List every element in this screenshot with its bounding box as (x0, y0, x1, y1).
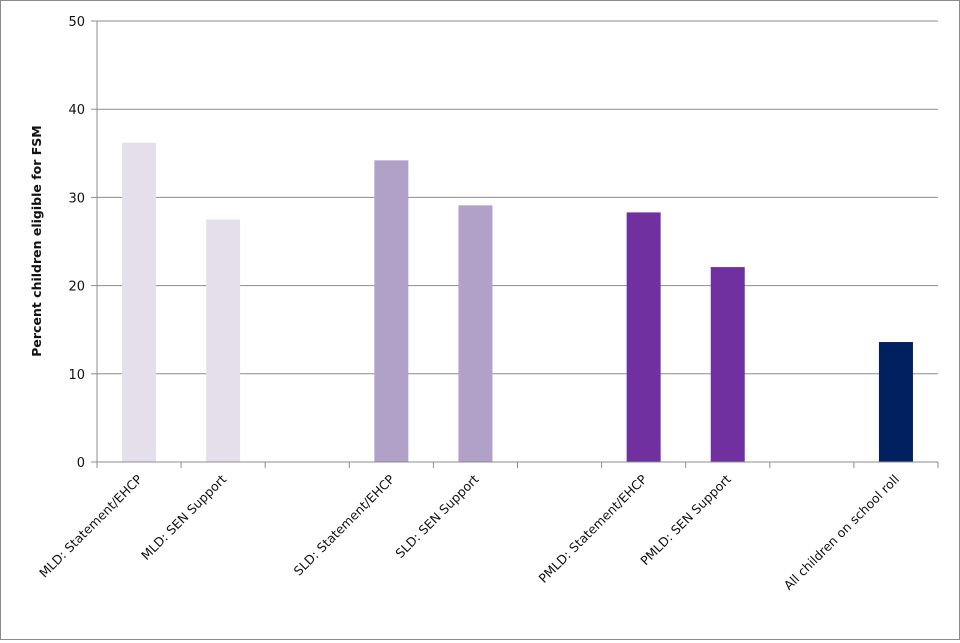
axes (96, 21, 939, 468)
y-tick-labels: 0 10 20 30 40 50 (68, 15, 85, 471)
category-label: MLD: Statement/EHCP (36, 471, 145, 580)
category-label: SLD: Statement/EHCP (291, 471, 398, 578)
y-tick-label: 0 (77, 456, 85, 471)
bar (626, 212, 661, 462)
bar (122, 142, 157, 462)
bar (878, 342, 913, 462)
bar (458, 205, 493, 462)
bars (122, 142, 913, 462)
y-axis-title: Percent children eligible for FSM (29, 125, 44, 357)
y-tick-label: 40 (68, 103, 85, 118)
y-tick-label: 30 (68, 191, 85, 206)
category-label: SLD: SEN Support (392, 471, 481, 560)
y-tick-label: 10 (68, 368, 85, 383)
category-label: PMLD: SEN Support (637, 471, 734, 568)
bar (710, 267, 745, 462)
category-label: MLD: SEN Support (138, 471, 229, 562)
y-tick-label: 20 (68, 280, 85, 295)
y-tick-label: 50 (68, 15, 85, 30)
bar (374, 160, 409, 462)
category-label: All children on school roll (781, 472, 902, 593)
category-label: PMLD: Statement/EHCP (535, 471, 650, 586)
bar (206, 219, 241, 462)
